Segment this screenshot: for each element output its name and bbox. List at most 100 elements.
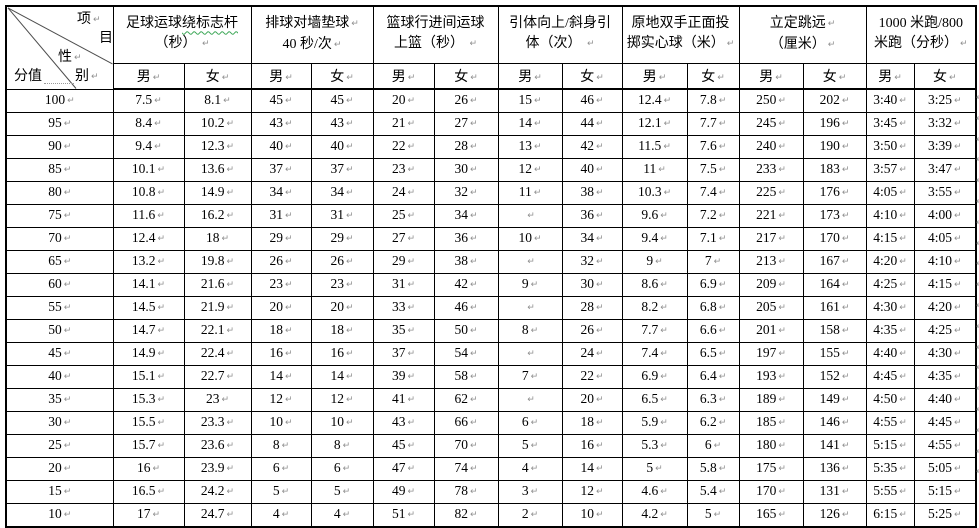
paragraph-mark: ↵ [469,418,478,428]
value-cell: 8 ↵ [250,434,312,458]
paragraph-mark: ↵ [954,96,962,106]
paragraph-mark: ↵ [778,418,786,428]
cell-value: 190 [819,138,840,153]
cell-value: 15.5 [131,414,156,429]
paragraph-mark: ↵ [841,234,850,244]
paragraph-mark: ↵ [63,119,72,129]
value-cell: 4:40 ↵ [913,388,977,412]
cell-value: 164 [819,276,840,291]
value-cell: 155 ↵ [802,342,867,366]
paragraph-mark: ↵ [954,418,962,428]
value-cell: 185 ↵ [738,411,804,435]
value-cell: 26 ↵ [561,319,623,343]
cell-value: 43 [391,414,406,429]
value-cell: 18 ↵ [310,319,374,343]
value-cell: 3:25 ↵ [913,88,977,113]
cell-value: 175 [756,460,777,475]
cell-value: 45 [269,92,283,107]
cell-value: 217 [756,230,777,245]
paragraph-mark: ↵ [778,280,786,290]
paragraph-mark: ↵ [778,211,786,221]
paragraph-mark: ↵ [718,372,727,382]
value-cell: 22.1 ↵ [183,319,252,343]
cell-value: 49 [391,483,406,498]
value-cell: 5 ↵ [686,503,740,528]
paragraph-mark: ↵ [899,119,907,129]
cell-value: 5:15 [928,483,953,498]
cell-value: 12.3 [200,138,225,153]
value-cell: ↵ [497,342,563,366]
value-cell: 225 ↵ [738,181,804,205]
cell-value: 136 [819,460,840,475]
value-cell: 5.4 ↵ [686,480,740,504]
cell-value: 16.5 [131,483,156,498]
cell-value: 4.6 [641,483,659,498]
paragraph-mark: ↵ [976,234,979,255]
cell-value: 173 [819,207,840,222]
value-cell: 193 ↵ [738,365,804,389]
paragraph-mark: ↵ [954,257,962,267]
paragraph-mark: ↵ [596,119,604,129]
paragraph-mark: ↵ [154,142,162,152]
value-cell: 4:20 ↵ [913,296,977,320]
cell-value: 6.5 [641,391,659,406]
paragraph-mark: ↵ [157,487,166,497]
cell-value: 167 [819,253,840,268]
paragraph-mark: ↵ [63,280,72,290]
score-cell: 95 ↵ [5,112,114,136]
paragraph-mark: ↵ [407,349,416,359]
paragraph-mark: ↵ [533,165,542,175]
paragraph-mark: ↵ [960,39,968,50]
value-cell: 13.2 ↵ [112,250,185,274]
cell-value: 40 [580,161,595,176]
value-cell: 74 ↵ [433,457,499,481]
paragraph-mark: ↵ [778,464,786,474]
paragraph-mark: ↵ [899,510,907,520]
female-header-cell: 女 ↵ [183,62,252,90]
paragraph-mark: ↵ [778,349,786,359]
paragraph-mark: ↵ [345,303,354,313]
value-cell: 164 ↵ [802,273,867,297]
value-cell: 4:45 ↵ [865,365,915,389]
cell-value: 26 [330,253,344,268]
cell-value: 12 [518,161,532,176]
paragraph-mark: ↵ [469,372,478,382]
cell-value: 90 [48,138,62,153]
paragraph-mark: ↵ [587,39,595,50]
cell-value: 45 [330,92,344,107]
cell-value: 34 [454,207,468,222]
paragraph-mark: ↵ [469,326,478,336]
cell-value: 男 [642,69,657,85]
value-cell: 28 ↵ [433,135,499,159]
female-header-cell: 女 ↵ [561,62,623,90]
male-header-cell: 男 ↵ [621,62,688,90]
value-cell: 141 ↵ [802,434,867,458]
value-cell: 40 ↵ [310,135,374,159]
paragraph-mark: ↵ [527,349,535,359]
value-cell: 43 ↵ [372,411,435,435]
value-cell: 40 ↵ [250,135,312,159]
paragraph-mark: ↵ [63,188,72,198]
cell-value: 4:45 [928,414,953,429]
paragraph-mark: ↵ [284,257,293,267]
score-cell: 60 ↵ [5,273,114,297]
value-cell: 45 ↵ [310,88,374,113]
score-cell: 90 ↵ [5,135,114,159]
paragraph-mark: ↵ [775,72,783,83]
value-cell: 37 ↵ [310,158,374,182]
value-cell: 37 ↵ [250,158,312,182]
paragraph-mark: ↵ [285,72,293,83]
value-cell: ↵ [497,388,563,412]
paragraph-mark: ↵ [841,96,850,106]
cell-value: 29 [391,253,406,268]
paragraph-mark: ↵ [596,464,604,474]
cell-value: 7.1 [699,230,717,245]
cell-value: 12 [330,391,344,406]
cell-value: 6 [521,414,529,429]
female-header-cell: 女 ↵ [310,62,374,90]
value-cell: 4:15 ↵ [913,273,977,297]
cell-value: 男 [136,69,151,85]
value-cell: 8.2 ↵ [621,296,688,320]
paragraph-mark: ↵ [596,372,604,382]
paragraph-mark: ↵ [718,96,727,106]
